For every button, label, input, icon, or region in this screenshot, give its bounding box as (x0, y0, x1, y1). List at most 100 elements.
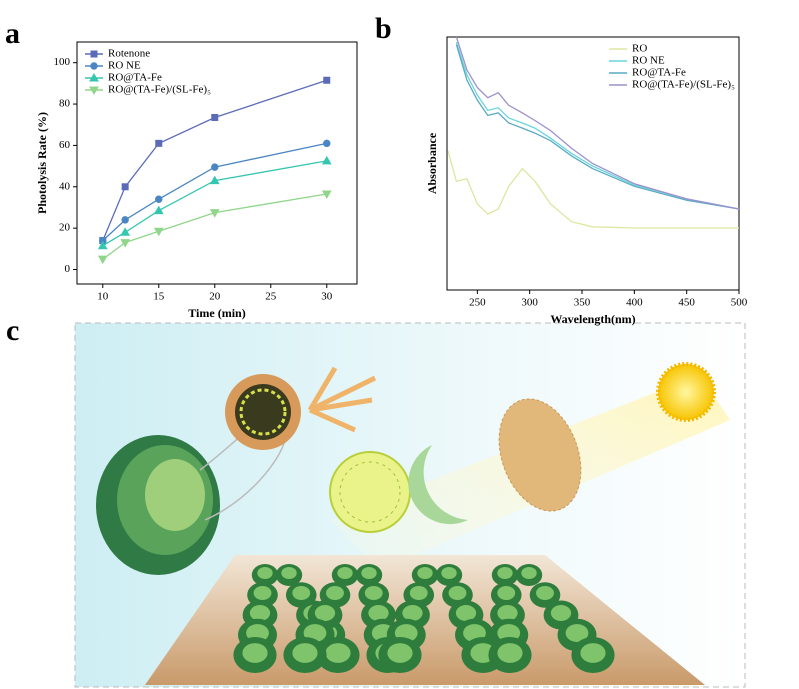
fiber-network (498, 398, 582, 512)
crop (402, 605, 423, 621)
illustration (74, 322, 746, 688)
marker (121, 216, 129, 224)
marker (211, 113, 219, 121)
plot-frame (446, 36, 740, 291)
series-line (455, 44, 740, 210)
series-line (455, 41, 740, 210)
y-tick-label: 20 (59, 222, 71, 234)
x-tick-label: 450 (678, 297, 695, 309)
x-axis-label: Wavelength(nm) (550, 312, 635, 326)
marker (209, 209, 220, 218)
crop (292, 585, 311, 601)
marker (120, 239, 131, 248)
crop (497, 605, 518, 621)
marker (120, 227, 131, 236)
crop (253, 585, 272, 601)
crop (536, 585, 554, 601)
x-tick-label: 300 (521, 297, 538, 309)
legend-label: RO@TA-Fe (632, 67, 686, 79)
panel-label: b (375, 12, 392, 45)
crop (326, 585, 344, 601)
marker (97, 255, 108, 265)
marker (121, 183, 129, 191)
x-axis-label: Time (min) (188, 306, 245, 320)
sun (656, 362, 716, 422)
y-tick-label: 60 (59, 139, 71, 151)
marker (323, 76, 331, 84)
x-tick-label: 400 (626, 297, 643, 309)
legend-label: Rotenone (108, 48, 150, 60)
crop (292, 643, 318, 663)
x-tick-label: 10 (97, 291, 109, 303)
crop (550, 605, 572, 621)
crop (314, 605, 336, 621)
light-burst (307, 366, 377, 433)
crop (497, 566, 513, 580)
crop (521, 566, 537, 580)
crop (580, 643, 606, 663)
x-tick-label: 350 (574, 297, 591, 309)
legend-marker (89, 86, 99, 96)
legend-label: RO@(TA-Fe)/(SL-Fe)₅ (108, 84, 211, 96)
crop (325, 643, 351, 663)
crop (387, 643, 413, 663)
legend-label: RO NE (108, 60, 141, 72)
series-line (447, 150, 739, 229)
y-tick-label: 100 (54, 56, 71, 68)
legend-label: RO (632, 43, 647, 55)
crop (497, 643, 523, 663)
legend-label: RO NE (632, 55, 665, 67)
crop (249, 605, 271, 621)
crop (565, 624, 589, 642)
y-tick-label: 0 (65, 263, 71, 275)
crop (455, 605, 477, 621)
marker (153, 205, 164, 215)
legend-label: RO@TA-Fe (108, 72, 162, 84)
y-axis-label: Photolysis Rate (%) (35, 112, 49, 214)
y-tick-label: 40 (59, 180, 71, 192)
micelle (329, 451, 411, 533)
marker (155, 139, 163, 147)
crop (497, 585, 516, 601)
crop (448, 585, 467, 601)
plot-frame (76, 41, 358, 285)
nanoparticle (225, 374, 301, 450)
marker (97, 240, 108, 250)
marker (153, 227, 164, 237)
marker (323, 139, 331, 148)
legend-marker (90, 62, 98, 70)
x-tick-label: 25 (265, 291, 277, 303)
x-tick-label: 20 (209, 291, 221, 303)
crop (368, 605, 389, 621)
crop (409, 585, 428, 601)
series-line (455, 36, 740, 210)
marker (321, 190, 332, 200)
x-tick-label: 500 (731, 297, 748, 309)
x-tick-label: 15 (153, 291, 165, 303)
crop (441, 566, 457, 580)
crop (281, 566, 297, 580)
marker (321, 155, 332, 165)
x-tick-label: 30 (321, 291, 333, 303)
crop (257, 566, 273, 580)
crop (361, 566, 377, 580)
panel-label: a (5, 17, 20, 50)
crop (337, 566, 353, 580)
x-tick-label: 250 (469, 297, 486, 309)
y-axis-label: Absorbance (425, 132, 439, 194)
crop (417, 566, 433, 580)
legend-marker (89, 72, 99, 82)
marker (155, 195, 163, 203)
panel-label: c (6, 314, 19, 347)
series-line (102, 193, 327, 260)
series-line (102, 160, 327, 247)
crop (242, 643, 268, 663)
marker (209, 175, 220, 185)
series-line (102, 142, 327, 242)
marker (211, 163, 219, 171)
y-tick-label: 80 (59, 98, 71, 110)
legend-marker (90, 50, 98, 58)
crop (364, 585, 383, 601)
shell (408, 445, 468, 525)
